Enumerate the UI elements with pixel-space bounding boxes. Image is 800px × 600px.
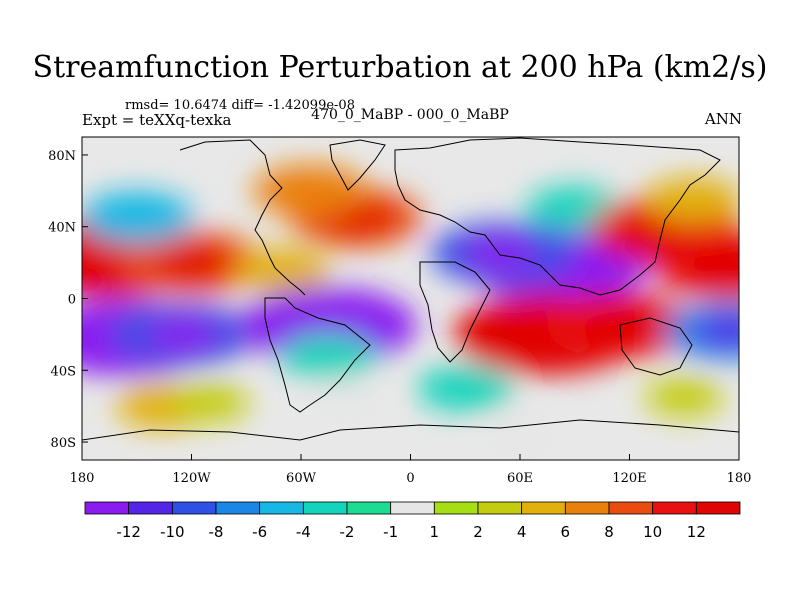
lon-tick-label: 120W <box>172 471 211 486</box>
field-layer <box>82 164 739 451</box>
colorbar: -12 -10 -8 -6 -4 -2 -1 1 2 4 6 8 10 12 <box>84 501 741 541</box>
colorbar-label: -1 <box>383 523 398 541</box>
lat-tick-label: 40S <box>51 364 76 379</box>
page-title: Streamfunction Perturbation at 200 hPa (… <box>32 50 768 85</box>
period-label: 470_0_MaBP - 000_0_MaBP <box>311 107 509 123</box>
colorbar-label: 4 <box>517 523 527 541</box>
colorbar-swatch <box>564 501 610 515</box>
field-cell-7 <box>417 365 514 412</box>
lat-tick-label: 0 <box>68 293 76 308</box>
colorbar-swatch <box>433 501 479 515</box>
field-cell-13 <box>645 177 739 223</box>
lon-tick-label: 180 <box>70 471 95 486</box>
colorbar-swatch <box>346 501 392 515</box>
colorbar-label: 10 <box>643 523 662 541</box>
field-cell-22 <box>170 383 249 422</box>
colorbar-swatch <box>521 501 566 515</box>
season-label: ANN <box>704 110 742 128</box>
field-core-16 <box>693 314 739 348</box>
colorbar-label: 1 <box>430 523 440 541</box>
lon-tick-label: 60E <box>507 471 533 486</box>
colorbar-swatch <box>171 501 217 515</box>
stats-text: rmsd= 10.6474 diff= -1.42099e-08 <box>125 98 355 113</box>
map-plot-area <box>82 137 739 460</box>
coastlines <box>82 137 739 441</box>
field-core-5 <box>279 304 378 347</box>
field-core-4 <box>143 317 222 352</box>
colorbar-label: -12 <box>116 523 141 541</box>
field-core-1 <box>152 245 231 280</box>
colorbar-swatch <box>695 501 741 515</box>
lat-axis: 80N 40N 0 40S 80S <box>48 149 88 451</box>
field-cell-20 <box>82 191 194 244</box>
colorbar-swatch <box>84 501 130 515</box>
field-core-17 <box>688 248 739 285</box>
colorbar-label: -8 <box>209 523 224 541</box>
colorbar-swatch <box>215 501 261 515</box>
colorbar-label: 2 <box>473 523 483 541</box>
colorbar-label: 8 <box>604 523 614 541</box>
field-core-10 <box>462 236 541 271</box>
colorbar-swatch <box>302 501 348 515</box>
colorbar-label: -2 <box>340 523 355 541</box>
lon-tick-label: 180 <box>727 471 752 486</box>
field-cell-8 <box>312 379 382 415</box>
lon-axis: 180 120W 60W 0 60E 120E 180 <box>70 454 752 486</box>
lat-tick-label: 80N <box>48 149 76 164</box>
colorbar-label: 12 <box>687 523 706 541</box>
colorbar-label: -4 <box>296 523 311 541</box>
field-cell-2 <box>234 248 331 295</box>
field-cell-24 <box>485 415 555 451</box>
colorbar-label: -10 <box>160 523 185 541</box>
lon-tick-label: 120E <box>612 471 646 486</box>
colorbar-swatch <box>652 501 697 515</box>
colorbar-swatch <box>259 501 304 515</box>
lat-tick-label: 40N <box>48 221 76 236</box>
lon-tick-label: 60W <box>286 471 317 486</box>
colorbar-swatch <box>128 501 173 515</box>
lat-tick-label: 80S <box>51 436 76 451</box>
field-cell-6 <box>280 333 377 379</box>
field-cell-19 <box>253 164 368 218</box>
colorbar-swatch <box>477 501 523 515</box>
colorbar-label: -6 <box>252 523 267 541</box>
colorbar-swatch <box>608 501 654 515</box>
colorbar-label: 6 <box>561 523 571 541</box>
experiment-label: Expt = teXXq-texka <box>82 111 232 129</box>
lon-tick-label: 0 <box>406 471 414 486</box>
field-cell-23 <box>645 377 724 417</box>
colorbar-swatch <box>390 501 435 515</box>
